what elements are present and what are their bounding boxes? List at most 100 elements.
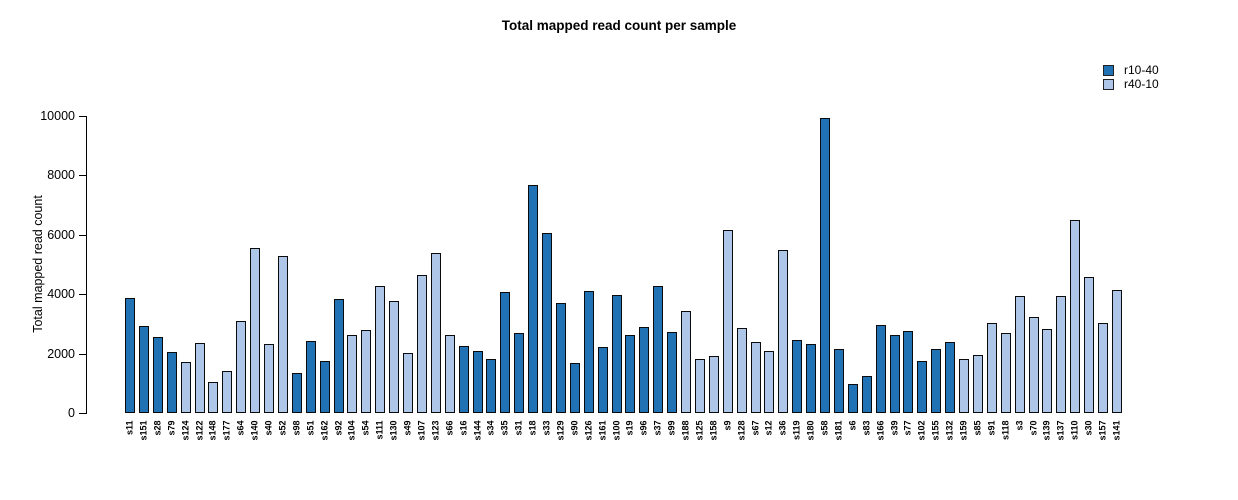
y-axis-tick bbox=[79, 294, 86, 296]
y-axis-tick-label: 6000 bbox=[47, 227, 75, 242]
x-axis-label-s34: s34 bbox=[485, 420, 496, 436]
bar-s28 bbox=[152, 336, 163, 413]
x-axis-label-s148: s148 bbox=[207, 420, 218, 441]
bar-s107 bbox=[416, 275, 427, 413]
bar-s30 bbox=[1084, 276, 1095, 413]
y-axis-tick bbox=[79, 353, 86, 355]
bar-s31 bbox=[514, 333, 525, 413]
bar-s66 bbox=[444, 334, 455, 413]
x-axis-label-s99: s99 bbox=[666, 420, 677, 436]
x-axis-label-s37: s37 bbox=[652, 420, 663, 436]
x-axis-label-s166: s166 bbox=[875, 420, 886, 441]
bar-s137 bbox=[1056, 296, 1067, 413]
bar-s6 bbox=[847, 383, 858, 413]
bar-s151 bbox=[138, 325, 149, 413]
bar-s12 bbox=[764, 350, 775, 413]
y-axis-tick bbox=[79, 234, 86, 236]
bar-s158 bbox=[708, 356, 719, 413]
legend-label: r10-40 bbox=[1124, 63, 1159, 77]
x-axis-label-s122: s122 bbox=[194, 420, 204, 441]
legend-swatch-icon bbox=[1103, 64, 1114, 76]
x-axis-label-s141: s141 bbox=[1111, 420, 1122, 441]
y-axis-line bbox=[86, 116, 87, 414]
x-axis-label-s144: s144 bbox=[472, 420, 482, 441]
bar-s70 bbox=[1028, 316, 1039, 413]
bar-s36 bbox=[778, 250, 789, 413]
x-axis-label-s54: s54 bbox=[360, 420, 371, 436]
bar-s188 bbox=[681, 310, 691, 413]
x-axis-label-s83: s83 bbox=[861, 420, 872, 436]
x-axis-label-s79: s79 bbox=[166, 420, 177, 436]
x-axis-label-s35: s35 bbox=[499, 420, 510, 436]
bar-s99 bbox=[667, 331, 678, 413]
chart-title: Total mapped read count per sample bbox=[501, 18, 737, 33]
x-axis-label-s11: s11 bbox=[124, 420, 135, 435]
bar-s126 bbox=[583, 290, 594, 413]
bar-s19 bbox=[625, 334, 636, 413]
x-axis-label-s91: s91 bbox=[986, 420, 997, 436]
bar-s102 bbox=[917, 360, 928, 413]
x-axis-label-s36: s36 bbox=[777, 420, 788, 436]
bar-s92 bbox=[333, 298, 344, 413]
x-axis-label-s52: s52 bbox=[277, 420, 288, 436]
x-axis-label-s85: s85 bbox=[972, 420, 983, 436]
bar-s110 bbox=[1070, 219, 1081, 413]
x-axis-label-s31: s31 bbox=[513, 420, 524, 436]
x-axis-label-s111: s111 bbox=[374, 420, 385, 440]
bar-s100 bbox=[611, 294, 622, 413]
bar-s125 bbox=[694, 358, 705, 413]
bar-s39 bbox=[889, 335, 900, 413]
x-axis-label-s181: s181 bbox=[833, 420, 844, 441]
x-axis-label-s126: s126 bbox=[583, 420, 594, 441]
bar-s162 bbox=[319, 361, 330, 413]
bar-s166 bbox=[875, 325, 886, 413]
bar-s54 bbox=[361, 330, 372, 413]
x-axis-label-s6: s6 bbox=[847, 420, 858, 431]
x-axis-label-s125: s125 bbox=[694, 420, 705, 441]
x-axis-label-s180: s180 bbox=[805, 420, 816, 441]
legend-item-r10-40: r10-40 bbox=[1103, 63, 1159, 77]
y-axis-tick-label: 8000 bbox=[47, 168, 75, 183]
bar-s35 bbox=[500, 291, 511, 413]
bar-s58 bbox=[820, 117, 830, 413]
y-axis-tick bbox=[79, 175, 86, 177]
x-axis-label-s9: s9 bbox=[722, 420, 733, 431]
bar-s139 bbox=[1042, 329, 1053, 413]
bar-s18 bbox=[528, 184, 539, 413]
y-axis-tick-label: 0 bbox=[68, 406, 75, 420]
bar-s159 bbox=[959, 358, 969, 413]
x-axis-label-s130: s130 bbox=[388, 420, 399, 441]
bar-s123 bbox=[430, 252, 441, 413]
bar-s111 bbox=[375, 286, 386, 413]
x-axis-label-s137: s137 bbox=[1055, 420, 1066, 441]
x-axis-label-s19: s19 bbox=[624, 420, 635, 436]
bar-s128 bbox=[736, 328, 747, 413]
x-axis-label-s124: s124 bbox=[180, 420, 191, 441]
x-axis-label-s49: s49 bbox=[402, 420, 413, 436]
bar-s16 bbox=[458, 345, 469, 413]
y-axis-tick-label: 10000 bbox=[40, 109, 75, 123]
bar-s11 bbox=[125, 298, 135, 413]
x-axis-label-s90: s90 bbox=[569, 420, 580, 436]
bar-s144 bbox=[472, 350, 483, 413]
x-axis-label-s39: s39 bbox=[889, 420, 899, 436]
x-axis-label-s118: s118 bbox=[1000, 420, 1011, 440]
x-axis-label-s30: s30 bbox=[1083, 420, 1094, 436]
bar-s119 bbox=[792, 339, 803, 413]
x-axis-label-s12: s12 bbox=[763, 420, 774, 436]
bar-s132 bbox=[945, 342, 956, 413]
bar-s33 bbox=[542, 233, 552, 413]
bar-s90 bbox=[569, 362, 580, 413]
x-axis-label-s58: s58 bbox=[819, 420, 830, 436]
x-axis-label-s104: s104 bbox=[346, 420, 357, 441]
x-axis-label-s33: s33 bbox=[541, 420, 552, 436]
x-axis-label-s107: s107 bbox=[416, 420, 427, 441]
x-axis-label-s177: s177 bbox=[221, 420, 232, 441]
bar-s148 bbox=[208, 381, 219, 413]
x-axis-label-s151: s151 bbox=[138, 420, 149, 441]
bar-s118 bbox=[1000, 332, 1011, 413]
bar-s51 bbox=[305, 341, 316, 413]
x-axis-label-s155: s155 bbox=[930, 420, 941, 441]
x-axis-label-s123: s123 bbox=[430, 420, 441, 441]
